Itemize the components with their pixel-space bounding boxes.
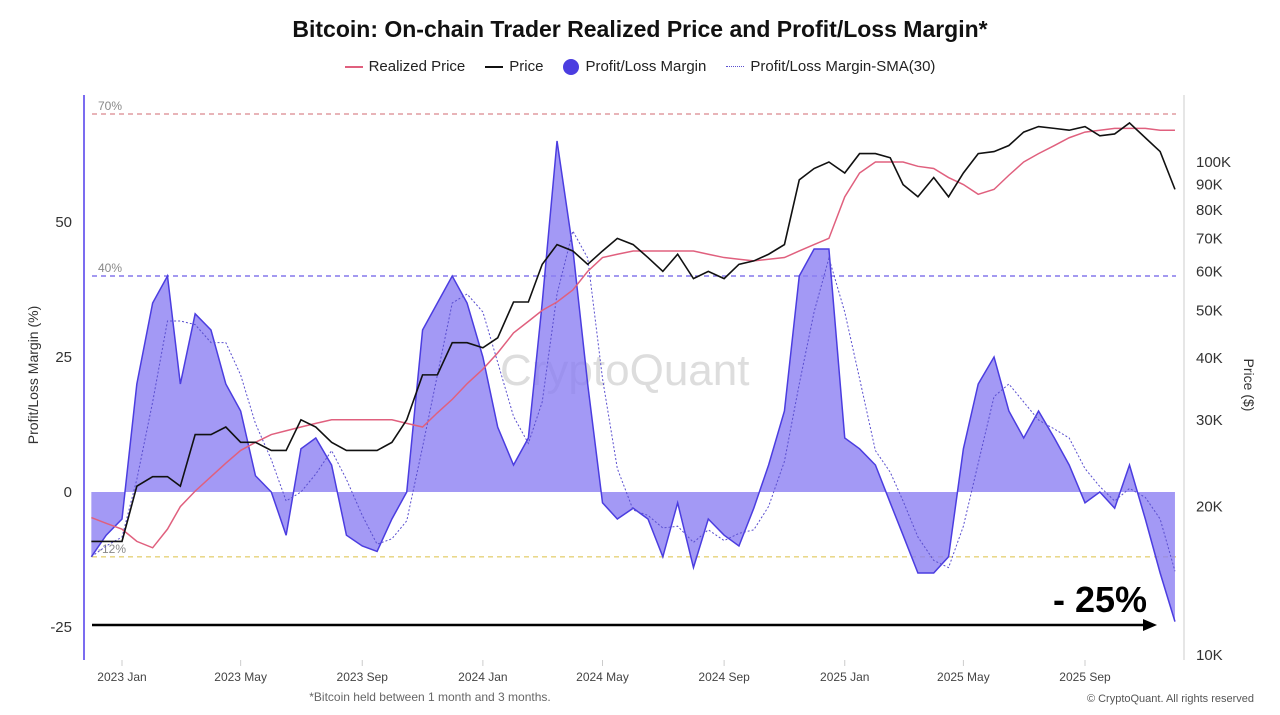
legend-label: Profit/Loss Margin-SMA(30) — [750, 58, 936, 75]
legend-item-sma[interactable]: Profit/Loss Margin-SMA(30) — [726, 58, 935, 75]
legend-item-margin[interactable]: Profit/Loss Margin — [563, 58, 706, 75]
x-tick: 2023 May — [214, 670, 267, 684]
x-tick: 2023 Sep — [337, 670, 389, 684]
y-right-tick: 20K — [1196, 499, 1223, 516]
arrow-head-icon — [1143, 619, 1157, 631]
y-right-tick: 60K — [1196, 263, 1223, 280]
legend-label: Price — [509, 58, 544, 75]
reference-label: -12% — [98, 542, 126, 556]
y-left-tick: 25 — [55, 349, 72, 366]
y-right-tick: 70K — [1196, 230, 1223, 247]
margin-line — [90, 140, 1176, 622]
x-tick: 2025 Sep — [1059, 670, 1111, 684]
line-swatch-icon — [485, 65, 504, 68]
price-line — [91, 121, 1176, 543]
legend-item-price[interactable]: Price — [485, 58, 543, 75]
y-right-tick: 90K — [1196, 177, 1223, 194]
y-left-tick: -25 — [50, 619, 72, 636]
legend-label: Realized Price — [368, 58, 466, 75]
realized-price-line — [91, 127, 1175, 549]
y-left-label: Profit/Loss Margin (%) — [25, 306, 41, 444]
x-tick: 2023 Jan — [97, 670, 146, 684]
reference-label: 40% — [98, 261, 122, 275]
margin-area — [91, 141, 1175, 622]
y-left-tick: 0 — [64, 484, 72, 501]
annotation-label: - 25% — [1053, 579, 1147, 620]
legend: Realized Price Price Profit/Loss Margin … — [0, 58, 1280, 75]
copyright: © CryptoQuant. All rights reserved — [1086, 693, 1254, 705]
x-tick: 2024 May — [576, 670, 629, 684]
chart-title: Bitcoin: On-chain Trader Realized Price … — [292, 16, 988, 42]
y-right-tick: 40K — [1196, 350, 1223, 367]
y-right-tick: 80K — [1196, 202, 1223, 219]
y-right-tick: 50K — [1196, 302, 1223, 319]
sma-line — [91, 229, 1176, 572]
y-right-tick: 10K — [1196, 647, 1223, 664]
x-tick: 2025 May — [937, 670, 990, 684]
dotted-swatch-icon — [726, 66, 745, 67]
y-right-label: Price ($) — [1241, 359, 1257, 412]
x-tick: 2024 Jan — [458, 670, 507, 684]
line-swatch-icon — [344, 65, 363, 68]
x-tick: 2024 Sep — [698, 670, 750, 684]
x-tick: 2025 Jan — [820, 670, 869, 684]
legend-label: Profit/Loss Margin — [585, 58, 707, 75]
y-right-tick: 100K — [1196, 154, 1231, 171]
reference-label: 70% — [98, 99, 122, 113]
legend-item-realized[interactable]: Realized Price — [344, 58, 466, 75]
y-right-tick: 30K — [1196, 412, 1223, 429]
circle-swatch-icon — [563, 58, 580, 75]
y-left-tick: 50 — [55, 214, 72, 231]
footnote: *Bitcoin held between 1 month and 3 mont… — [309, 690, 551, 704]
